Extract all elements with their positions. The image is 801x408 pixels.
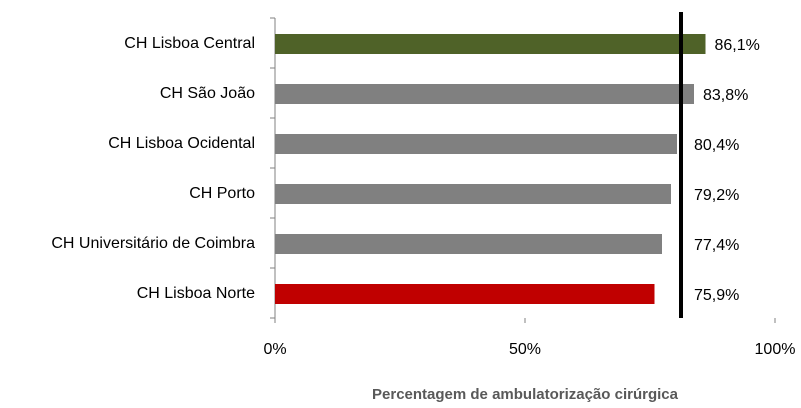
bar bbox=[275, 34, 706, 54]
value-label: 86,1% bbox=[715, 37, 760, 54]
y-tick-label: CH Lisboa Norte bbox=[137, 285, 255, 302]
bar bbox=[275, 234, 662, 254]
bar bbox=[275, 284, 655, 304]
value-label: 83,8% bbox=[703, 87, 748, 104]
y-tick-label: CH Universitário de Coimbra bbox=[51, 235, 255, 252]
value-label: 79,2% bbox=[694, 187, 739, 204]
x-tick-label: 50% bbox=[509, 341, 541, 358]
bar bbox=[275, 84, 694, 104]
x-tick-label: 100% bbox=[755, 341, 796, 358]
y-tick-label: CH Lisboa Central bbox=[124, 35, 255, 52]
value-label: 80,4% bbox=[694, 137, 739, 154]
bar bbox=[275, 134, 677, 154]
y-tick-label: CH Porto bbox=[189, 185, 255, 202]
y-tick-label: CH São João bbox=[160, 85, 255, 102]
value-label: 75,9% bbox=[694, 287, 739, 304]
x-axis-title: Percentagem de ambulatorização cirúrgica bbox=[372, 386, 679, 403]
value-label: 77,4% bbox=[694, 237, 739, 254]
y-tick-label: CH Lisboa Ocidental bbox=[108, 135, 255, 152]
x-tick-label: 0% bbox=[263, 341, 286, 358]
bar bbox=[275, 184, 671, 204]
